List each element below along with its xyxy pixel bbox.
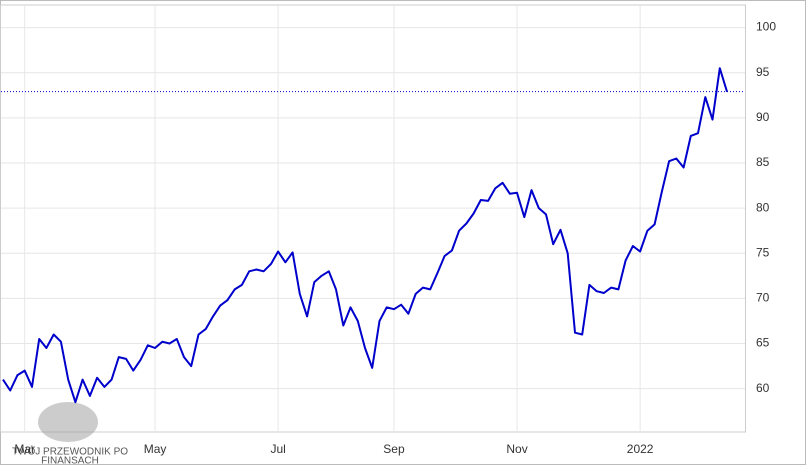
y-tick-label: 85 (756, 155, 770, 169)
x-tick-label: Sep (383, 442, 405, 456)
x-tick-label: 2022 (627, 442, 654, 456)
watermark-text: TWÓJ PRZEWODNIK PO (12, 445, 128, 458)
y-tick-label: 70 (756, 291, 770, 305)
y-tick-label: 60 (756, 381, 770, 395)
x-tick-label: Mar (14, 442, 35, 456)
y-tick-label: 65 (756, 336, 770, 350)
x-tick-label: May (144, 442, 167, 456)
x-tick-label: Nov (506, 442, 527, 456)
y-tick-label: 95 (756, 65, 770, 79)
watermark-text: FINANSACH (41, 456, 99, 465)
y-tick-label: 75 (756, 245, 770, 259)
y-tick-label: 90 (756, 110, 770, 124)
y-tick-label: 100 (756, 20, 776, 34)
line-series (2, 67, 728, 404)
y-tick-label: 80 (756, 200, 770, 214)
watermark-logo (38, 402, 98, 442)
x-tick-label: Jul (270, 442, 285, 456)
plot-area (0, 4, 746, 433)
